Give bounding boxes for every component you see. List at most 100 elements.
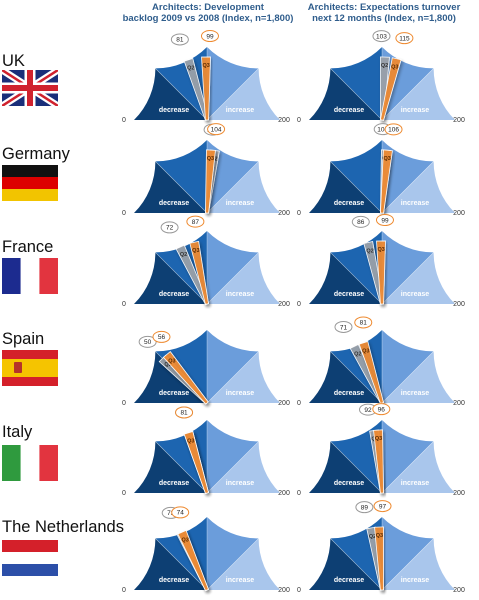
gauge-value-q3: 99 [206,33,214,40]
gauge-separator [330,441,383,494]
flag-netherlands-icon [2,540,58,576]
gauge-needle-label-q2: Q2 [180,252,187,258]
gauge-value-callout-q3 [375,214,394,227]
flag-france-icon [2,258,58,294]
gauge-separator [381,161,434,214]
gauge-value-q2: 81 [176,37,184,44]
gauge-segment-increase [207,47,259,120]
gauge-value-q3: 104 [211,126,222,133]
gauge-turnover-france: decrease increase 0 200 Q2 86 Q3 99 [297,214,465,308]
gauge-segment-strong-decrease [134,161,207,213]
gauge-value-callout-q3 [354,316,373,329]
gauge-increase-label: increase [401,480,430,487]
gauge-segment-strong-decrease [134,252,207,304]
country-label-italy: Italy [2,423,33,441]
gauge-needle-label-q2: Q2 [369,534,376,540]
column-header-turnover: Architects: Expectations turnover next 1… [294,2,474,24]
gauge-value-callout-q3 [171,506,190,519]
gauge-needle-q3 [373,429,384,494]
gauge-needle-label-q3: Q3 [375,436,382,442]
gauge-value-q3: 81 [360,320,368,327]
gauge-decrease-label: decrease [159,107,189,114]
gauge-needle-label-q2: Q2 [366,248,373,254]
gauge-needle-label-q3: Q3 [377,247,384,253]
column-header-backlog: Architects: Development backlog 2009 vs … [118,2,298,24]
gauge-decrease-label: decrease [159,480,189,487]
gauge-separator [206,68,259,121]
gauge-needle-q3 [189,240,209,305]
gauge-turnover-italy: decreaseincrease0200Q292Q396 [297,403,465,497]
gauge-needle-label-q3: Q3 [376,533,383,539]
gauge-needle-label-q3: Q3 [362,348,369,354]
gauge-value-q3: 99 [381,217,389,224]
gauge-axis-max: 200 [453,117,465,124]
gauge-axis-max: 200 [278,117,290,124]
gauge-value-q2: 86 [357,219,365,226]
gauge-increase-label: increase [401,200,430,207]
gauge-increase-label: increase [226,107,255,114]
gauge-axis-min: 0 [297,301,301,308]
gauge-needle-q3 [380,149,393,214]
gauge-segment-increase [207,231,259,304]
gauge-needle-label-q2: Q2 [164,362,171,368]
gauge-segment-strong-increase [207,538,280,590]
gauge-segment-increase [382,517,434,590]
gauge-turnover-spain: decrease increase 0 200 Q2 71 Q3 81 [297,316,465,407]
gauge-value-q2: 73 [167,510,175,517]
gauge-segment-strong-decrease [309,351,382,403]
gauge-turnover-germany: decreaseincrease0200Q2104Q3106 [297,123,465,217]
gauge-axis-min: 0 [122,490,126,497]
gauge-segment-strong-decrease [309,68,382,120]
gauge-separator [155,538,208,591]
gauge-value-callout-q3 [175,406,194,419]
gauge-segment-increase [207,140,259,213]
gauge-needle-q3 [177,529,209,592]
country-label-netherlands: The Netherlands [2,518,124,536]
gauge-backlog-italy: decreaseincrease0200Q281Q381 [122,406,290,497]
gauge-needle-q3 [374,526,384,591]
gauge-value-q3: 96 [378,406,386,413]
gauge-axis-max: 200 [453,490,465,497]
gauge-separator [381,538,434,591]
gauge-value-callout-q3 [186,215,205,228]
gauge-segment-increase [207,420,259,493]
gauge-axis-min: 0 [122,117,126,124]
gauge-decrease-label: decrease [334,577,364,584]
gauge-increase-label: increase [226,480,255,487]
gauge-axis-max: 200 [278,210,290,217]
gauge-segment-strong-decrease [134,68,207,120]
gauge-increase-label: increase [401,577,430,584]
gauge-segment-strong-increase [207,252,280,304]
gauge-needle-label-q3: Q3 [181,538,188,544]
gauge-needle-q3 [162,351,209,405]
gauge-segment-decrease [330,420,382,493]
gauge-needle-q3 [358,340,384,404]
gauge-axis-min: 0 [297,490,301,497]
gauge-needle-label-q2: Q2 [187,65,194,71]
gauge-value-callout-q3 [207,123,226,136]
gauge-segment-strong-increase [382,351,455,403]
gauge-value-q3: 87 [192,219,200,226]
gauge-segment-increase [382,231,434,304]
gauge-segment-decrease [330,47,382,120]
gauge-decrease-label: decrease [159,390,189,397]
gauge-axis-max: 200 [278,400,290,407]
gauge-increase-label: increase [226,200,255,207]
gauge-segment-strong-decrease [309,252,382,304]
gauge-segment-strong-increase [207,351,280,403]
gauge-decrease-label: decrease [159,577,189,584]
gauge-value-callout-q3 [373,500,392,513]
gauge-value-q2: 103 [376,33,387,40]
gauge-decrease-label: decrease [334,390,364,397]
gauge-axis-min: 0 [297,210,301,217]
gauge-axis-max: 200 [453,210,465,217]
gauge-segment-strong-increase [382,68,455,120]
gauge-value-callout-q3 [372,403,391,416]
gauge-backlog-uk: decrease increase 0 200 Q2 81 Q3 99 [122,30,290,124]
gauge-segment-strong-decrease [309,441,382,493]
gauge-increase-label: increase [226,390,255,397]
gauge-axis-min: 0 [297,587,301,594]
gauge-axis-min: 0 [122,301,126,308]
gauge-segment-strong-increase [207,441,280,493]
